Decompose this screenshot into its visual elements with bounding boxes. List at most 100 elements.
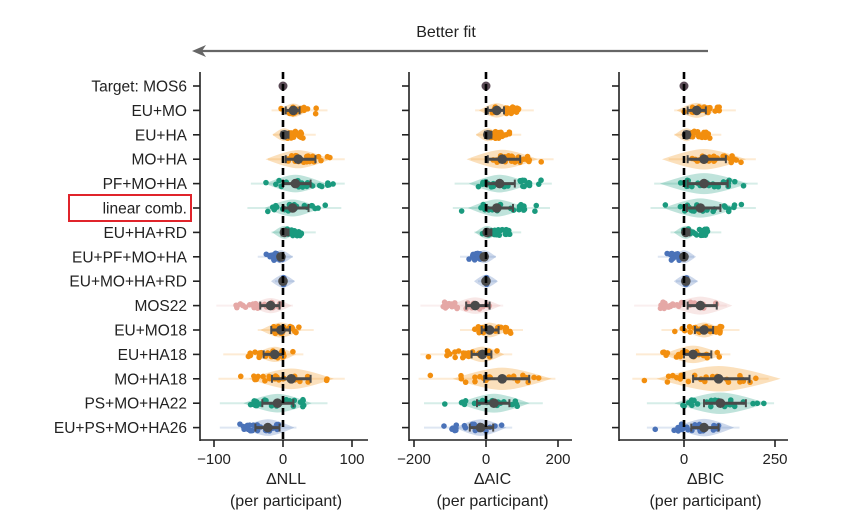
data-point <box>711 183 718 190</box>
data-point <box>239 302 246 309</box>
data-point <box>526 180 533 186</box>
data-point <box>471 421 478 428</box>
data-point <box>520 156 527 162</box>
mean-marker <box>263 422 273 433</box>
x-tick-label: 200 <box>545 451 570 468</box>
data-point <box>251 373 257 379</box>
data-point <box>535 375 542 381</box>
mean-marker <box>681 227 691 238</box>
data-point <box>324 153 331 160</box>
data-point <box>293 131 299 138</box>
data-point <box>677 203 684 210</box>
data-point <box>718 324 725 330</box>
data-point <box>465 353 472 360</box>
category-row <box>460 250 497 264</box>
data-point <box>664 350 671 356</box>
category-row <box>646 392 775 414</box>
data-point <box>671 427 677 434</box>
data-point <box>271 206 278 213</box>
data-point <box>690 229 696 236</box>
data-point <box>323 377 330 384</box>
category-row <box>475 128 522 142</box>
category-row <box>632 366 781 392</box>
category-row <box>460 322 523 338</box>
data-point <box>461 399 467 406</box>
data-point <box>265 208 271 215</box>
data-point <box>725 208 732 215</box>
y-tick-label: MO+HA18 <box>114 371 187 388</box>
data-point <box>494 348 500 354</box>
category-row <box>216 297 293 314</box>
data-point <box>686 323 693 330</box>
data-point <box>514 403 520 410</box>
data-point <box>662 300 668 307</box>
data-point <box>234 304 240 311</box>
data-point <box>641 377 648 384</box>
category-row <box>673 274 698 288</box>
data-point <box>533 202 540 209</box>
data-point <box>509 104 516 110</box>
mean-marker <box>699 422 709 433</box>
data-point <box>521 183 527 190</box>
mean-marker <box>286 374 297 384</box>
data-point <box>240 423 247 430</box>
data-point <box>441 401 448 407</box>
data-point <box>665 373 672 380</box>
data-point <box>532 208 538 215</box>
data-point <box>472 374 478 380</box>
panel-2: −200 0 200 ΔAIC (per participant) <box>397 72 572 510</box>
category-row <box>219 419 297 436</box>
mean-marker <box>497 374 508 384</box>
data-point <box>717 330 723 336</box>
data-point <box>448 301 455 307</box>
panels: −100 0 100 ΔNLL (per participant) −200 0 200 ΔAI… <box>193 72 788 510</box>
data-point <box>315 153 322 160</box>
mean-marker <box>293 154 303 164</box>
mean-marker <box>494 178 505 189</box>
data-point <box>685 399 692 406</box>
data-point <box>506 130 513 137</box>
data-point <box>466 256 472 262</box>
data-point <box>670 372 676 379</box>
data-point <box>670 255 677 262</box>
mean-marker <box>269 349 280 360</box>
data-point <box>305 379 311 385</box>
category-row <box>650 198 756 218</box>
data-point <box>520 207 527 213</box>
mean-marker <box>483 130 493 140</box>
mean-marker <box>470 300 481 311</box>
data-point <box>675 428 682 434</box>
panel-3: 0 250 ΔBIC (per participant) <box>612 72 788 510</box>
data-point <box>493 231 500 238</box>
data-point <box>507 328 513 335</box>
mean-marker <box>699 325 709 335</box>
data-point <box>526 157 533 163</box>
data-point <box>480 179 486 186</box>
data-point <box>657 305 664 312</box>
data-point <box>685 378 692 385</box>
data-point <box>694 401 701 407</box>
y-tick-label: EU+MO <box>131 103 187 120</box>
data-point <box>330 181 336 187</box>
data-point <box>714 349 721 356</box>
data-point <box>738 159 744 166</box>
category-row <box>218 368 345 390</box>
y-tick-label: EU+PS+MO+HA26 <box>54 420 187 437</box>
mean-marker <box>713 374 724 384</box>
y-tick-label: linear comb. <box>103 201 187 218</box>
annotation-label: Better fit <box>416 24 476 41</box>
x-tick-label: 0 <box>680 451 688 468</box>
category-row <box>454 174 552 193</box>
category-row <box>661 322 740 338</box>
data-point <box>660 349 666 356</box>
panel-1: −100 0 100 ΔNLL (per participant) <box>193 72 368 510</box>
x-axis-sublabel: (per participant) <box>230 493 342 510</box>
mean-marker <box>699 178 709 189</box>
data-point <box>260 373 266 380</box>
data-point <box>677 180 684 186</box>
data-point <box>716 354 723 360</box>
mean-marker <box>288 105 299 116</box>
data-point <box>293 229 299 236</box>
data-point <box>706 105 713 112</box>
